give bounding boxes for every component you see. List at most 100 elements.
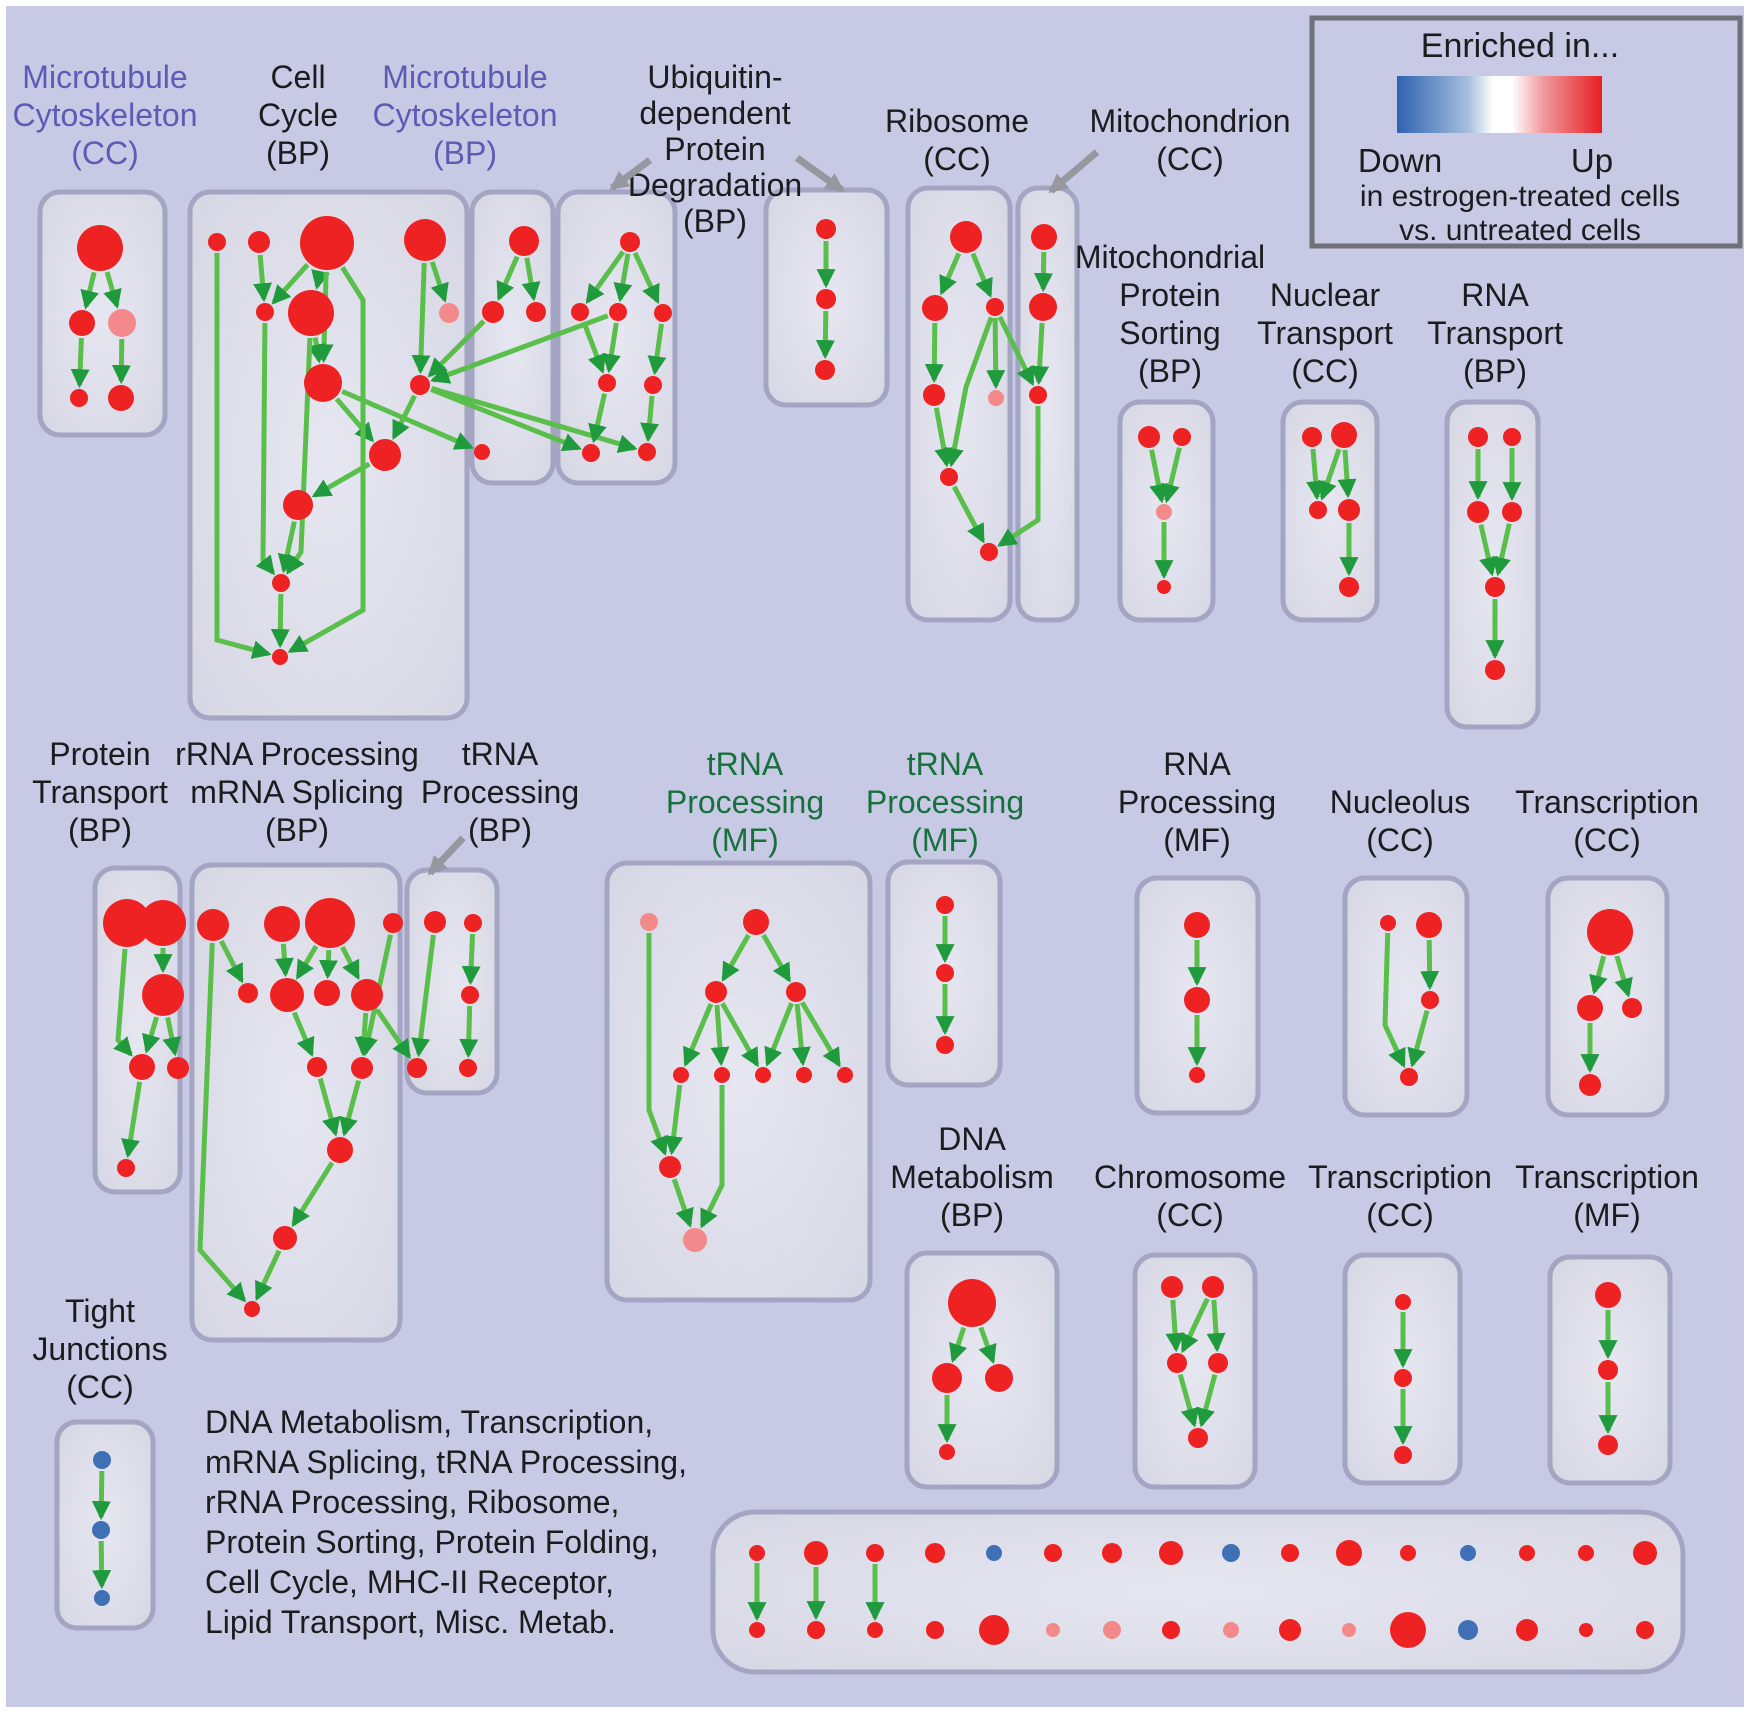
go-term-node-P1 bbox=[424, 911, 446, 933]
go-term-node-j6 bbox=[1485, 660, 1505, 680]
cluster-label: tRNA Processing (BP) bbox=[421, 736, 579, 848]
go-term-node-f2 bbox=[922, 295, 948, 321]
cluster-label: Protein Transport (BP) bbox=[32, 736, 168, 848]
strip-node-top-0 bbox=[749, 1545, 765, 1561]
relation-edge-30 bbox=[581, 321, 606, 374]
go-term-node-tb bbox=[743, 909, 769, 935]
go-term-node-p2 bbox=[1184, 987, 1210, 1013]
cluster-box-nucleolus-cc bbox=[1342, 875, 1470, 1118]
cluster-label: rRNA Processing mRNA Splicing (BP) bbox=[175, 736, 419, 848]
strip-node-top-4 bbox=[986, 1545, 1002, 1561]
go-term-node-m1 bbox=[509, 226, 539, 256]
go-term-node-r4 bbox=[796, 1067, 812, 1083]
go-term-node-tz bbox=[683, 1228, 707, 1252]
cluster-box-rrna-processing-mrna-splicing-bp bbox=[189, 862, 403, 1343]
cluster-box-protein-transport-bp bbox=[92, 865, 183, 1195]
go-term-node-v2 bbox=[1394, 1369, 1412, 1387]
go-term-node-i1 bbox=[1302, 427, 1322, 447]
relation-edge-69 bbox=[340, 945, 361, 981]
go-term-node-h4 bbox=[1157, 580, 1171, 594]
strip-node-bottom-7 bbox=[1162, 1621, 1180, 1639]
go-term-node-x2 bbox=[92, 1521, 110, 1539]
relation-edge-42 bbox=[951, 485, 986, 544]
relation-edge-20 bbox=[341, 389, 474, 450]
go-term-node-q1 bbox=[1380, 915, 1396, 931]
go-term-node-b7 bbox=[439, 303, 459, 323]
relation-edge-67 bbox=[295, 944, 319, 980]
cluster-label: tRNA Processing (MF) bbox=[666, 746, 824, 858]
relation-edge-3 bbox=[111, 338, 131, 385]
relation-edge-33 bbox=[588, 393, 607, 444]
go-term-node-a3 bbox=[108, 309, 136, 337]
go-term-node-ll bbox=[273, 1226, 297, 1250]
cluster-box-cell-cycle-bp bbox=[187, 189, 470, 721]
relation-edge-26 bbox=[521, 257, 541, 302]
go-term-node-j5 bbox=[1485, 577, 1505, 597]
go-term-node-rr1 bbox=[1587, 909, 1633, 955]
cluster-label: Mitochondrion (CC) bbox=[1090, 103, 1291, 177]
strip-node-bottom-10 bbox=[1342, 1623, 1356, 1637]
go-term-node-le bbox=[238, 983, 258, 1003]
strip-node-top-15 bbox=[1633, 1541, 1657, 1565]
go-term-node-b1 bbox=[208, 233, 226, 251]
relation-edge-47 bbox=[997, 406, 1041, 547]
go-term-node-q4 bbox=[1400, 1068, 1418, 1086]
go-term-node-u8 bbox=[638, 443, 656, 461]
relation-edge-82 bbox=[721, 933, 751, 982]
strip-node-bottom-9 bbox=[1279, 1619, 1301, 1641]
relation-edge-18 bbox=[285, 337, 313, 575]
go-term-node-a4 bbox=[70, 389, 88, 407]
go-term-node-rr4 bbox=[1579, 1074, 1601, 1096]
relation-edge-78 bbox=[375, 1008, 412, 1060]
cluster-label: Cell Cycle (BP) bbox=[258, 59, 338, 171]
relation-edge-83 bbox=[761, 933, 792, 983]
cluster-label: Transcription (CC) bbox=[1515, 784, 1699, 858]
relation-edge-102 bbox=[1614, 955, 1633, 998]
strip-node-top-11 bbox=[1400, 1545, 1416, 1561]
cluster-label: Transcription (CC) bbox=[1308, 1159, 1492, 1233]
relation-edge-29 bbox=[632, 251, 660, 305]
cluster-label: DNA Metabolism, Transcription, mRNA Splic… bbox=[205, 1404, 687, 1640]
relation-edge-77 bbox=[197, 942, 247, 1303]
relation-edge-25 bbox=[496, 255, 520, 302]
go-term-node-w2 bbox=[1598, 1360, 1618, 1380]
relation-edge-39 bbox=[924, 322, 944, 384]
cluster-label: tRNA Processing (MF) bbox=[866, 746, 1024, 858]
go-term-node-b12 bbox=[272, 574, 290, 592]
cluster-label: Microtubule Cytoskeleton (CC) bbox=[13, 59, 198, 171]
go-term-node-p3 bbox=[1189, 1067, 1205, 1083]
relation-edge-76 bbox=[254, 1249, 282, 1301]
go-term-node-k4 bbox=[129, 1054, 155, 1080]
cluster-label: Mitochondrial Protein Sorting (BP) bbox=[1075, 239, 1265, 389]
go-term-node-lk bbox=[327, 1137, 353, 1163]
go-term-node-k2 bbox=[140, 900, 186, 946]
go-term-node-tp bbox=[640, 913, 658, 931]
go-term-node-rr3 bbox=[1622, 998, 1642, 1018]
strip-node-bottom-2 bbox=[867, 1622, 883, 1638]
go-term-node-c4 bbox=[1208, 1353, 1228, 1373]
relation-edge-71 bbox=[291, 1011, 315, 1057]
nodes-layer bbox=[69, 216, 1657, 1648]
go-term-node-f5 bbox=[988, 390, 1004, 406]
go-term-node-lm bbox=[244, 1301, 260, 1317]
strip-node-top-12 bbox=[1460, 1545, 1476, 1561]
relation-edge-88 bbox=[791, 1003, 811, 1067]
relation-edge-92 bbox=[646, 933, 669, 1156]
cluster-box-chromosome-cc bbox=[1132, 1252, 1258, 1490]
relation-edge-8 bbox=[429, 261, 449, 303]
strip-node-top-5 bbox=[1044, 1544, 1062, 1562]
relation-edge-31 bbox=[602, 322, 621, 374]
go-term-node-b2 bbox=[248, 231, 270, 253]
relation-edge-6 bbox=[311, 269, 330, 290]
go-term-node-s4 bbox=[939, 1444, 955, 1460]
relation-edge-32 bbox=[647, 323, 667, 376]
relation-edge-90 bbox=[664, 1084, 684, 1156]
relation-edge-15 bbox=[270, 593, 290, 649]
strip-node-top-3 bbox=[925, 1543, 945, 1563]
cluster-label: Chromosome (CC) bbox=[1094, 1159, 1286, 1233]
go-term-node-s2 bbox=[932, 1363, 962, 1393]
cluster-box-transcription-cc-bottom bbox=[1342, 1252, 1463, 1486]
relation-edge-34 bbox=[640, 395, 660, 443]
